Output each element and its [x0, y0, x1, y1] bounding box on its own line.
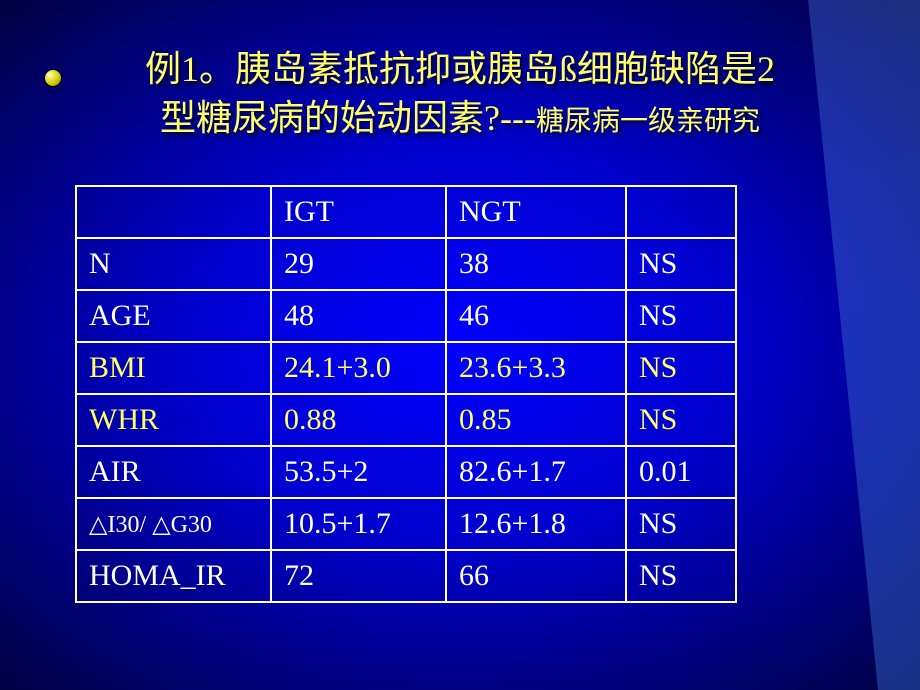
- table-cell: 46: [446, 290, 626, 342]
- table-cell: NS: [626, 342, 736, 394]
- table-cell: 12.6+1.8: [446, 498, 626, 550]
- table-cell: N: [76, 238, 271, 290]
- table-header-row: IGTNGT: [76, 186, 736, 238]
- table-cell: △I30/ △G30: [76, 498, 271, 550]
- table-cell: AGE: [76, 290, 271, 342]
- table-row: AIR53.5+282.6+1.70.01: [76, 446, 736, 498]
- table-row: BMI24.1+3.023.6+3.3NS: [76, 342, 736, 394]
- data-table: IGTNGTN2938NSAGE4846NSBMI24.1+3.023.6+3.…: [75, 185, 737, 603]
- table-cell: 0.88: [271, 394, 446, 446]
- data-table-container: IGTNGTN2938NSAGE4846NSBMI24.1+3.023.6+3.…: [75, 185, 737, 603]
- table-cell: AIR: [76, 446, 271, 498]
- header-cell: NGT: [446, 186, 626, 238]
- slide-title: 例1。胰岛素抵抗抑或胰岛ß细胞缺陷是2 型糖尿病的始动因素?---糖尿病一级亲研…: [70, 45, 850, 142]
- table-cell: BMI: [76, 342, 271, 394]
- header-cell: [626, 186, 736, 238]
- table-row: HOMA_IR7266NS: [76, 550, 736, 602]
- table-cell: 66: [446, 550, 626, 602]
- table-cell: 48: [271, 290, 446, 342]
- table-cell: 82.6+1.7: [446, 446, 626, 498]
- table-row: N2938NS: [76, 238, 736, 290]
- table-cell: 29: [271, 238, 446, 290]
- table-cell: 53.5+2: [271, 446, 446, 498]
- title-line2-sub: 糖尿病一级亲研究: [536, 106, 760, 137]
- title-line1: 例1。胰岛素抵抗抑或胰岛ß细胞缺陷是2: [145, 49, 775, 89]
- title-bullet-icon: [45, 70, 61, 86]
- title-line2-main: 型糖尿病的始动因素?---: [160, 98, 536, 138]
- table-row: WHR0.880.85NS: [76, 394, 736, 446]
- table-cell: NS: [626, 550, 736, 602]
- table-cell: 0.85: [446, 394, 626, 446]
- table-cell: 24.1+3.0: [271, 342, 446, 394]
- table-cell: 0.01: [626, 446, 736, 498]
- table-cell: 10.5+1.7: [271, 498, 446, 550]
- header-cell: [76, 186, 271, 238]
- table-cell: NS: [626, 290, 736, 342]
- table-cell: 72: [271, 550, 446, 602]
- table-cell: NS: [626, 394, 736, 446]
- table-row: AGE4846NS: [76, 290, 736, 342]
- table-row: △I30/ △G3010.5+1.712.6+1.8NS: [76, 498, 736, 550]
- table-cell: 23.6+3.3: [446, 342, 626, 394]
- header-cell: IGT: [271, 186, 446, 238]
- table-cell: NS: [626, 238, 736, 290]
- table-cell: WHR: [76, 394, 271, 446]
- table-cell: HOMA_IR: [76, 550, 271, 602]
- table-cell: 38: [446, 238, 626, 290]
- table-cell: NS: [626, 498, 736, 550]
